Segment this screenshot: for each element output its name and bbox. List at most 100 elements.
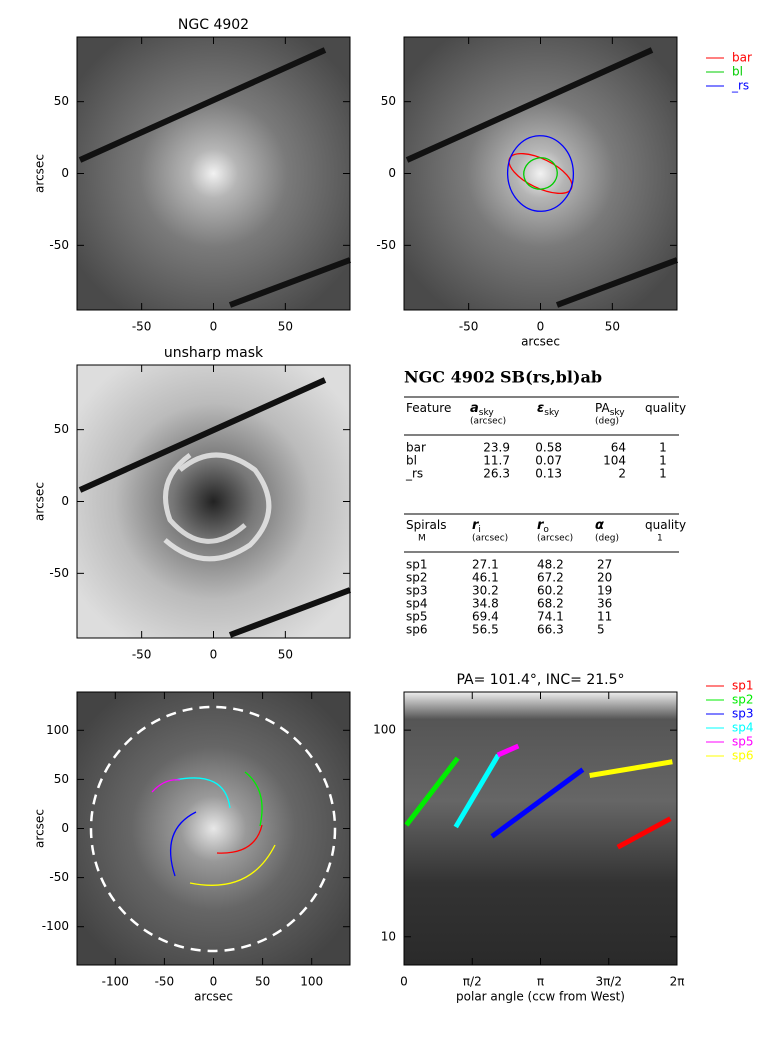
y-tick-label: 0 <box>61 494 69 508</box>
streaks <box>78 47 679 638</box>
table-cell: 68.2 <box>537 597 564 611</box>
legend-label: bar <box>732 51 752 65</box>
x-tick-label: 3π/2 <box>595 975 622 989</box>
table-cell: bl <box>406 454 417 468</box>
feature-ellipse <box>523 157 558 190</box>
header-cell: Spirals <box>406 518 446 532</box>
x-tick-label: 50 <box>278 648 293 662</box>
y-tick-label: -50 <box>49 566 69 580</box>
header-symbol: r <box>472 518 480 533</box>
panel-title: NGC 4902 <box>178 17 249 33</box>
galaxy-image <box>404 37 677 310</box>
spiral-segment <box>496 743 520 758</box>
header-sub: o <box>543 525 549 535</box>
header-unit: (deg) <box>595 534 619 544</box>
header-cell: quality <box>645 401 686 415</box>
table-cell: 69.4 <box>472 610 499 624</box>
galaxy-name: NGC 4902 <box>404 368 495 387</box>
header-cell: asky <box>470 401 494 418</box>
header-unit: (arcsec) <box>537 534 573 544</box>
y-axis-label: arcsec <box>33 154 47 193</box>
y-tick-label: 0 <box>61 166 69 180</box>
header-symbol: a <box>470 401 479 416</box>
header-symbol: quality <box>645 518 686 532</box>
x-tick-label: -50 <box>132 320 152 334</box>
outer-circle <box>89 705 337 953</box>
x-tick-label: 50 <box>278 320 293 334</box>
header-cell: εsky <box>537 401 560 418</box>
galaxy-image <box>77 37 350 310</box>
table-cell: 48.2 <box>537 558 564 572</box>
header-symbol: Spirals <box>406 518 446 532</box>
header-cell: Feature <box>406 401 451 415</box>
table-cell: sp1 <box>406 558 428 572</box>
header-cell: ri <box>472 518 481 535</box>
y-tick-label: -100 <box>42 919 69 933</box>
x-tick-label: -50 <box>459 320 479 334</box>
legend-label: sp3 <box>732 707 754 721</box>
y-tick-label: 50 <box>54 94 69 108</box>
table-cell: sp3 <box>406 584 428 598</box>
x-tick-label: 0 <box>210 648 218 662</box>
spiral-segment <box>404 756 460 827</box>
table-cell: 1 <box>659 467 667 481</box>
table-cell: 66.3 <box>537 623 564 637</box>
y-tick-label: -50 <box>49 238 69 252</box>
table-cell: bar <box>406 441 426 455</box>
x-axis-label: polar angle (ccw from West) <box>456 990 625 1004</box>
header-cell: quality <box>645 518 686 532</box>
table-cell: 5 <box>597 623 605 637</box>
table-cell: 30.2 <box>472 584 499 598</box>
header-unit: M <box>418 534 426 544</box>
spiral-segment <box>453 753 501 829</box>
spiral-segment <box>589 759 673 778</box>
header-sub: sky <box>544 408 560 418</box>
table-cell: 0.58 <box>535 441 562 455</box>
header-symbol: r <box>537 518 545 533</box>
header-symbol: ε <box>537 401 544 416</box>
table-cell: 27 <box>597 558 612 572</box>
morphology: SB(rs,bl)ab <box>500 368 602 387</box>
table-cell: 46.1 <box>472 571 499 585</box>
x-tick-label: π/2 <box>463 975 482 989</box>
legend-label: sp4 <box>732 721 754 735</box>
y-tick-label: 50 <box>54 772 69 786</box>
header-sub: sky <box>610 408 626 418</box>
x-tick-label: -50 <box>132 648 152 662</box>
table-cell: 23.9 <box>483 441 510 455</box>
unsharp-image <box>77 365 350 638</box>
spiral-traces <box>151 771 276 886</box>
legend-label: _rs <box>731 79 749 93</box>
table-cell: 34.8 <box>472 597 499 611</box>
table-cell: _rs <box>405 467 423 481</box>
table-cell: 0.07 <box>535 454 562 468</box>
y-tick-label: -50 <box>376 238 396 252</box>
y-tick-label: 100 <box>373 723 396 737</box>
x-tick-label: π <box>537 975 544 989</box>
header-symbol: PA <box>595 401 610 415</box>
header-symbol: Feature <box>406 401 451 415</box>
table-cell: sp4 <box>406 597 428 611</box>
x-axis-label: arcsec <box>194 990 233 1004</box>
header-unit: (arcsec) <box>470 417 506 427</box>
table-cell: sp6 <box>406 623 428 637</box>
table-cell: 27.1 <box>472 558 499 572</box>
panel-title: unsharp mask <box>164 345 264 361</box>
y-tick-label: 0 <box>388 166 396 180</box>
legend-label: sp2 <box>732 693 754 707</box>
table-cell: 20 <box>597 571 612 585</box>
table-cell: 11 <box>597 610 612 624</box>
table-cell: 36 <box>597 597 612 611</box>
table-cell: sp5 <box>406 610 428 624</box>
y-axis-label: arcsec <box>33 809 47 848</box>
header-cell: PAsky <box>595 401 625 418</box>
table-cell: 64 <box>611 441 626 455</box>
header-symbol: quality <box>645 401 686 415</box>
legend-label: sp6 <box>732 749 754 763</box>
x-tick-label: 2π <box>670 975 685 989</box>
x-tick-label: 50 <box>255 975 270 989</box>
y-tick-label: 0 <box>61 821 69 835</box>
table-cell: 56.5 <box>472 623 499 637</box>
spiral-segment <box>490 767 585 839</box>
legend-label: sp1 <box>732 679 754 693</box>
